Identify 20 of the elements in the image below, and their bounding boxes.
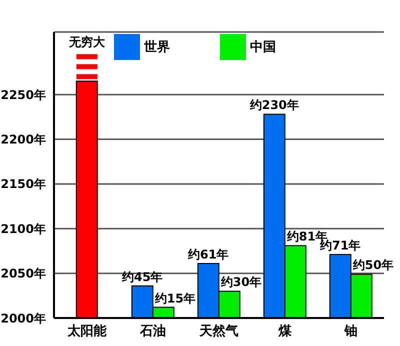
y-tick-label: 2000年 (0, 311, 46, 326)
data-label: 约50年 (352, 258, 394, 272)
data-label: 约230年 (248, 98, 299, 112)
data-label: 约45年 (121, 270, 163, 284)
x-tick-label: 天然气 (198, 324, 238, 340)
legend-label: 世界 (144, 40, 170, 55)
data-label: 无穷大 (68, 35, 106, 50)
data-label: 约15年 (154, 291, 196, 306)
data-label: 约61年 (187, 247, 229, 262)
y-tick-label: 2250年 (0, 88, 46, 102)
y-tick-label: 2100年 (0, 222, 46, 236)
x-tick-label: 煤 (278, 324, 292, 340)
x-tick-label: 石油 (139, 324, 166, 340)
y-tick-label: 2200年 (0, 132, 46, 147)
x-tick-label: 太阳能 (66, 323, 108, 340)
legend-label: 中国 (250, 40, 276, 55)
x-tick-label: 铀 (344, 324, 358, 340)
y-tick-label: 2050年 (0, 266, 46, 281)
y-tick-label: 2150年 (0, 177, 46, 192)
data-label: 约30年 (220, 275, 262, 290)
